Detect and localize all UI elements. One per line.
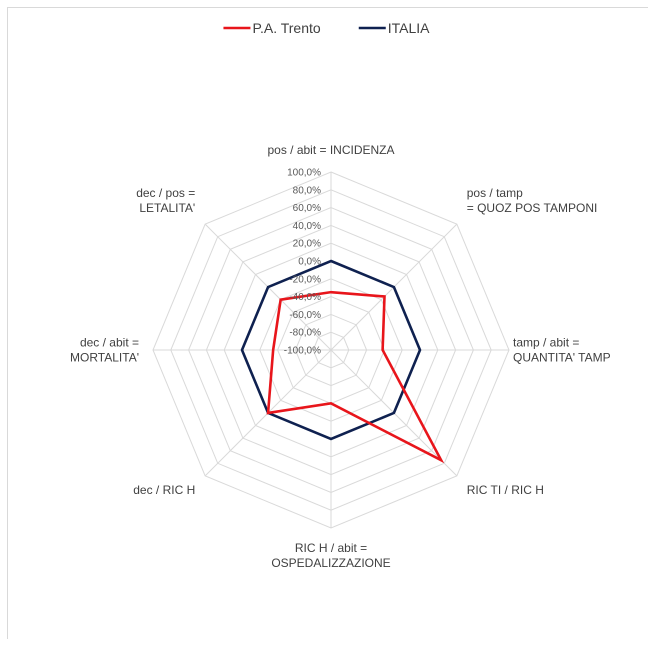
radar-axis-labels: pos / abit = INCIDENZA pos / tamp = QUOZ P… [70,143,611,570]
legend: P.A. Trento ITALIA [223,20,430,36]
radar-spokes [153,172,509,528]
radar-tick-labels: 100,0% 80,0% 60,0% 40,0% 20,0% 0,0% -20,0% -40,… [284,168,321,357]
tick-label: 100,0% [287,168,321,179]
axis-label: RIC H / abit = OSPEDALIZZAZIONE [271,541,390,570]
axis-label: pos / tamp = QUOZ POS TAMPONI [467,186,598,215]
axis-label: RIC TI / RIC H [467,483,544,497]
chart-frame [7,7,648,639]
axis-label: tamp / abit = QUANTITA' TAMP [513,336,611,365]
tick-label: 0,0% [298,257,321,268]
axis-label: dec / pos = LETALITA' [136,186,195,215]
legend-label-italia: ITALIA [388,20,430,36]
tick-label: -80,0% [289,328,321,339]
axis-label: dec / RIC H [133,483,195,497]
tick-label: 20,0% [293,239,321,250]
tick-label: 80,0% [293,185,321,196]
tick-label: 60,0% [293,203,321,214]
series-line-italia [240,259,422,441]
radar-series [240,259,445,464]
legend-label-p-a-trento: P.A. Trento [252,20,320,36]
series-line-p-a-trento [266,290,445,464]
axis-label: pos / abit = INCIDENZA [267,143,394,157]
tick-label: -20,0% [289,274,321,285]
tick-label: -60,0% [289,310,321,321]
tick-label: -100,0% [284,346,321,357]
tick-label: -40,0% [289,292,321,303]
tick-label: 40,0% [293,221,321,232]
axis-label: dec / abit = MORTALITA' [70,336,139,365]
